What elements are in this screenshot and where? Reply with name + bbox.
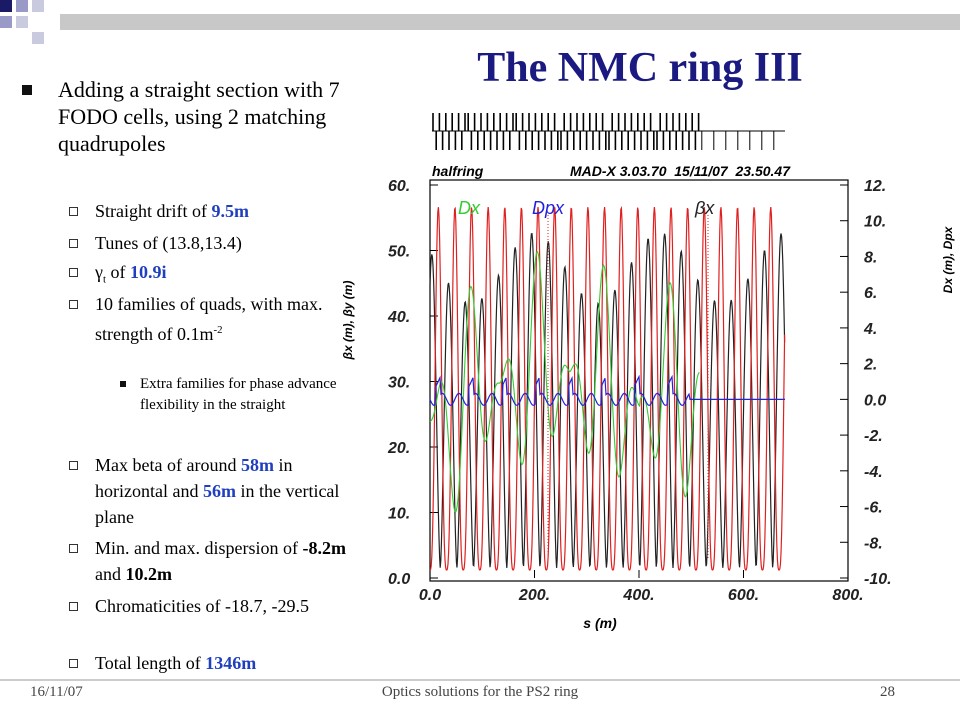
curve-dx	[429, 250, 700, 514]
text-segment: Min. and max. dispersion of	[95, 538, 303, 558]
bullet-item: Min. and max. dispersion of -8.2m and 10…	[69, 535, 363, 587]
y-tick-label: 50.	[388, 244, 410, 261]
y2-tick-label: 4.	[863, 321, 877, 338]
x-tick-label: 800.	[832, 587, 863, 604]
y-tick-label: 30.	[388, 375, 410, 392]
y-axis-label: βx (m), βy (m)	[341, 281, 355, 361]
bullet-item: Adding a straight section with 7 FODO ce…	[22, 76, 348, 157]
deco-square	[16, 0, 28, 12]
x-tick-label: 200.	[518, 587, 550, 604]
text-segment: -8.2m	[302, 538, 346, 558]
bullet-marker	[69, 207, 78, 216]
y2-tick-label: -8.	[864, 535, 883, 552]
bullet-marker	[69, 461, 78, 470]
y2-tick-label: 2.	[863, 357, 877, 374]
text-segment: Straight drift of	[95, 201, 212, 221]
y2-tick-label: -2.	[864, 428, 883, 445]
text-segment: of	[105, 262, 130, 282]
text-segment: in horizontal and	[95, 455, 293, 501]
bullet-marker	[22, 85, 32, 95]
y2-tick-label: 12.	[864, 178, 886, 195]
text-segment: t	[102, 273, 106, 286]
plot-frame	[429, 179, 849, 582]
curve-dpx	[429, 374, 785, 407]
legend-label: Dx	[458, 198, 481, 218]
y-tick-label: 0.0	[388, 571, 410, 588]
bullet-marker	[69, 544, 78, 553]
text-segment: 56m	[202, 481, 236, 501]
bullet-marker	[69, 239, 78, 248]
text-segment: 58m	[240, 455, 274, 475]
header-right: MAD-X 3.03.70 15/11/07 23.50.47	[570, 163, 791, 179]
bullet-marker	[69, 268, 78, 277]
top-bar	[60, 14, 960, 30]
bullet-item: Straight drift of 9.5m	[69, 198, 363, 224]
y2-tick-label: 10.	[864, 214, 886, 231]
curve-beta-x	[429, 205, 786, 571]
legend-label: Dpx	[532, 198, 565, 218]
bullet-marker	[120, 381, 126, 387]
text-segment: 10 families of quads, with max. strength…	[95, 294, 323, 344]
footer-text: Optics solutions for the PS2 ring	[381, 684, 579, 700]
y2-tick-label: -10.	[864, 571, 892, 588]
text-segment: Tunes of (13.8,13.4)	[95, 233, 242, 253]
text-segment: Adding a straight section with 7 FODO ce…	[58, 77, 340, 156]
y-tick-label: 10.	[388, 506, 410, 523]
text-segment: in the vertical plane	[95, 481, 340, 527]
y-tick-label: 20.	[387, 440, 410, 457]
y2-tick-label: -4.	[864, 464, 883, 481]
bullet-item: γt of 10.9i	[69, 259, 363, 293]
bullet-marker	[69, 659, 78, 668]
footer-page: 28	[880, 684, 895, 700]
y-tick-label: 60.	[388, 178, 410, 195]
text-segment: 10.2m	[125, 564, 173, 584]
y-tick-label: 40.	[387, 309, 410, 326]
y2-tick-label: -6.	[864, 500, 883, 517]
deco-square	[16, 16, 28, 28]
bullet-item: Max beta of around 58m in horizontal and…	[69, 452, 363, 530]
deco-square	[32, 0, 44, 12]
text-segment: Chromaticities of -18.7, -29.5	[95, 596, 309, 616]
y2-tick-label: 6.	[864, 285, 877, 302]
footer-date: 16/11/07	[30, 684, 83, 700]
slide-title: The NMC ring III	[477, 45, 803, 91]
text-segment: Extra families for phase advance flexibi…	[140, 376, 337, 413]
x-tick-label: 600.	[728, 587, 759, 604]
bullet-marker	[69, 300, 78, 309]
deco-square	[0, 0, 12, 12]
text-segment: 1346m	[205, 653, 257, 673]
x-axis-label: s (m)	[583, 615, 617, 631]
y2-tick-label: 0.0	[864, 392, 886, 409]
text-segment: γ	[95, 262, 103, 282]
text-segment: 9.5m	[211, 201, 249, 221]
deco-square	[32, 32, 44, 44]
legend-label: βx	[694, 198, 715, 218]
x-tick-label: 0.0	[419, 587, 441, 604]
bullet-item: 10 families of quads, with max. strength…	[69, 291, 363, 347]
bullet-item: Extra families for phase advance flexibi…	[120, 374, 362, 416]
x-tick-label: 400.	[622, 587, 654, 604]
y2-axis-label: Dx (m), Dpx	[941, 225, 955, 293]
bullet-item: Total length of 1346m	[69, 650, 363, 676]
bullet-item: Chromaticities of -18.7, -29.5	[69, 593, 363, 619]
deco-square	[0, 16, 12, 28]
header-left: halfring	[432, 163, 484, 179]
text-segment: 10.9i	[129, 262, 167, 282]
text-segment: Total length of	[95, 653, 206, 673]
y2-tick-label: 8.	[864, 249, 877, 266]
text-segment: -2	[213, 324, 223, 336]
bullet-item: Tunes of (13.8,13.4)	[69, 230, 363, 256]
text-segment: Max beta of around	[95, 455, 241, 475]
text-segment: and	[95, 564, 126, 584]
bullet-marker	[69, 602, 78, 611]
